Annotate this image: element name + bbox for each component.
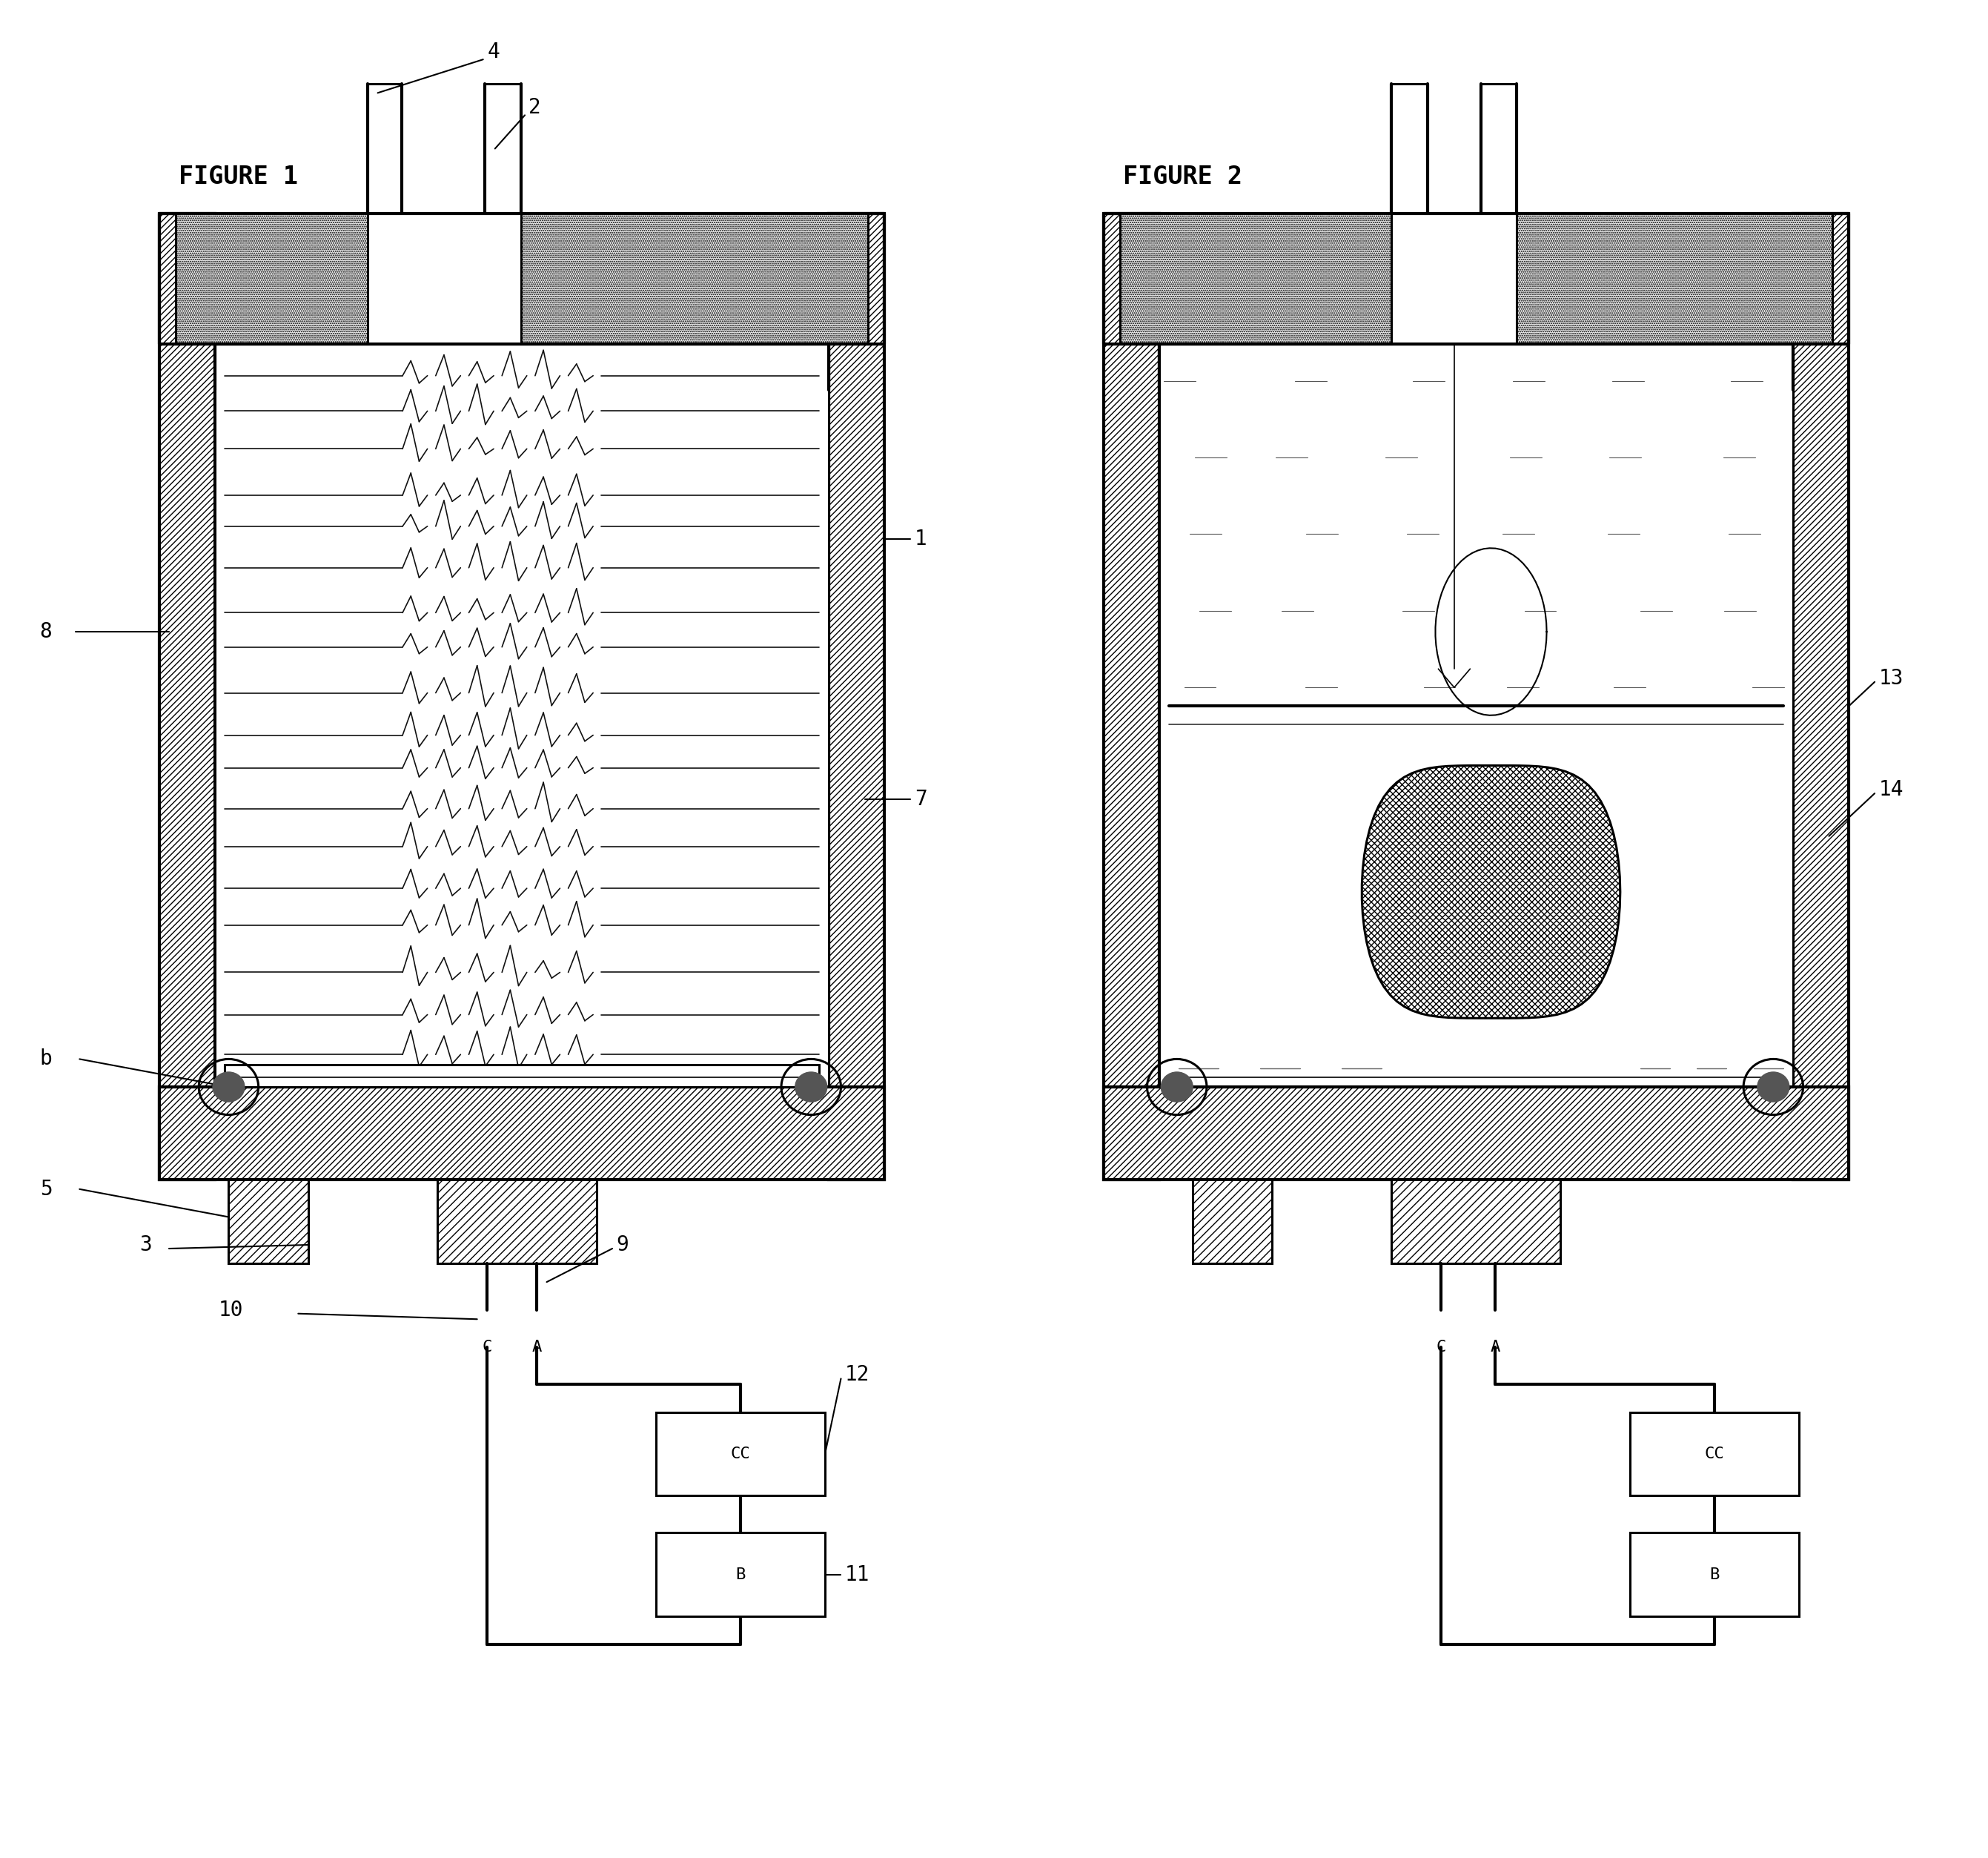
Bar (1793, 214, 1849, 1180)
Text: CC: CC (732, 1447, 749, 1460)
Bar (656, 1533, 825, 1616)
Bar (1630, 1412, 1799, 1496)
Text: B: B (736, 1568, 746, 1581)
Polygon shape (1362, 765, 1620, 1018)
Bar (225, 1065, 819, 1087)
Text: FIGURE 2: FIGURE 2 (1123, 164, 1242, 190)
Circle shape (1161, 1072, 1193, 1102)
Text: 11: 11 (845, 1564, 869, 1585)
Bar (159, 1087, 885, 1180)
Bar (1119, 214, 1392, 344)
Text: C: C (483, 1340, 491, 1354)
Text: C: C (1437, 1340, 1445, 1354)
Bar (215, 344, 829, 1087)
Bar (1392, 1180, 1561, 1263)
Text: 14: 14 (1879, 779, 1903, 801)
Text: 2: 2 (529, 97, 541, 119)
Text: 4: 4 (487, 41, 499, 63)
Text: 1: 1 (914, 528, 926, 550)
Bar (1103, 1087, 1849, 1180)
Circle shape (795, 1072, 827, 1102)
Text: B: B (1710, 1568, 1720, 1581)
Bar (1103, 214, 1159, 1180)
Bar (229, 1180, 308, 1263)
Text: A: A (533, 1340, 541, 1354)
Text: 5: 5 (40, 1178, 52, 1200)
Bar (1630, 1533, 1799, 1616)
Bar (656, 1412, 825, 1496)
Text: 9: 9 (616, 1234, 628, 1256)
Bar (1193, 1180, 1272, 1263)
Bar (1517, 214, 1833, 344)
Text: 13: 13 (1879, 667, 1903, 689)
Text: b: b (40, 1048, 52, 1070)
Text: 3: 3 (139, 1234, 151, 1256)
Bar (159, 214, 215, 1180)
Bar (175, 214, 368, 344)
Text: 7: 7 (914, 788, 926, 810)
Bar (437, 1180, 596, 1263)
Text: 10: 10 (219, 1299, 243, 1321)
Bar (1159, 344, 1793, 1087)
Bar (829, 214, 885, 1180)
Text: 12: 12 (845, 1364, 869, 1386)
Text: A: A (1491, 1340, 1499, 1354)
Bar (521, 214, 869, 344)
Text: CC: CC (1706, 1447, 1724, 1460)
Circle shape (1757, 1072, 1789, 1102)
Circle shape (213, 1072, 245, 1102)
Text: FIGURE 1: FIGURE 1 (179, 164, 298, 190)
Text: 8: 8 (40, 621, 52, 643)
